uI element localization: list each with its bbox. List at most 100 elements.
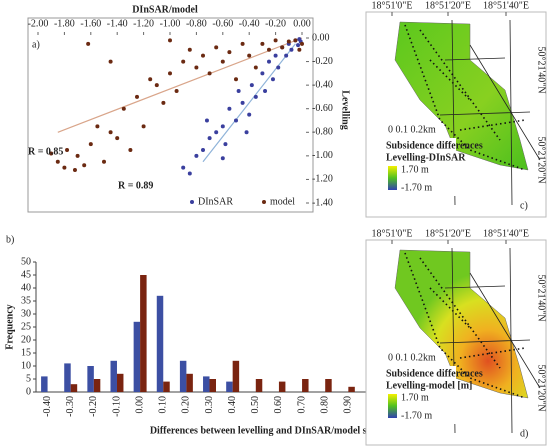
- point: [214, 45, 219, 50]
- bar: [302, 379, 309, 392]
- y-tick-label: -1.00: [312, 150, 333, 161]
- x-tick-label: -0.40: [42, 396, 53, 417]
- point: [227, 50, 232, 55]
- point: [249, 83, 254, 88]
- x-tick-label: -0.20: [88, 396, 99, 417]
- y-tick-label: 35: [21, 295, 31, 306]
- panel-label: b): [6, 234, 14, 245]
- point: [300, 41, 304, 46]
- lat-label: 50°21'20"N: [536, 136, 547, 183]
- point: [276, 65, 281, 70]
- point: [128, 147, 133, 152]
- point: [148, 77, 153, 82]
- bar: [156, 295, 164, 392]
- point: [286, 39, 291, 44]
- leveling-line: [404, 24, 526, 171]
- y-axis-label: Levelling: [340, 90, 351, 129]
- bar: [226, 381, 233, 392]
- y-tick-label: -1.20: [312, 174, 333, 185]
- bar: [116, 373, 124, 392]
- bar: [93, 379, 101, 392]
- lon-label: 18°51'0"E: [372, 228, 413, 239]
- scale-label: 0 0.1 0.2km: [388, 352, 436, 363]
- y-tick-label: -0.20: [312, 56, 333, 67]
- x-tick-label: -1.20: [133, 18, 154, 29]
- point: [289, 47, 294, 52]
- x-tick-label: 0.50: [250, 396, 261, 414]
- point: [65, 147, 70, 152]
- point: [108, 130, 113, 135]
- road: [439, 19, 541, 206]
- panel-label-box: [514, 424, 542, 442]
- x-tick-label: 0.70: [296, 396, 307, 414]
- point: [244, 130, 249, 135]
- x-tick-label: -1.40: [107, 18, 128, 29]
- point: [49, 151, 54, 156]
- point: [121, 106, 126, 111]
- x-tick-label: 0.20: [181, 396, 192, 414]
- bar: [133, 321, 141, 392]
- point: [220, 156, 225, 161]
- bar: [325, 379, 332, 392]
- bar: [64, 363, 71, 392]
- x-tick-label: -0.40: [239, 18, 260, 29]
- point: [168, 38, 172, 43]
- point: [293, 38, 298, 43]
- bar: [110, 360, 117, 392]
- point: [273, 38, 278, 43]
- annotation: R = 0.85: [28, 146, 63, 157]
- point: [194, 153, 199, 158]
- y-tick-label: 40: [21, 282, 31, 293]
- x-tick-label: -1.80: [54, 18, 75, 29]
- point: [135, 94, 139, 99]
- y-tick-label: 25: [21, 321, 31, 332]
- point: [223, 142, 228, 147]
- point: [161, 100, 166, 105]
- map-panel: 18°51'0"E 18°51'20"E 18°51'40"E 50°21'40"N 5…: [365, 0, 547, 218]
- y-tick-label: 45: [21, 269, 31, 280]
- point: [263, 89, 268, 94]
- y-tick-label: 10: [21, 360, 31, 371]
- scale-label: 0 0.1 0.2km: [388, 124, 436, 135]
- point: [115, 136, 120, 141]
- legend-label: DInSAR: [198, 196, 233, 207]
- legend-label: model: [270, 196, 295, 207]
- x-tick-label: -0.80: [186, 18, 207, 29]
- point: [174, 89, 179, 94]
- y-tick-label: 20: [21, 334, 31, 345]
- legend-min: -1.70 m: [401, 182, 432, 193]
- lat-label: 50°21'40"N: [536, 274, 547, 321]
- point: [220, 59, 225, 64]
- point: [234, 77, 238, 82]
- x-tick-label: 0.30: [204, 396, 215, 414]
- x-tick-label: -1.60: [80, 18, 101, 29]
- legend-marker: [190, 200, 194, 204]
- point: [141, 124, 146, 129]
- point: [267, 59, 271, 64]
- point: [214, 130, 219, 135]
- point: [240, 100, 245, 105]
- legend-max: 1.70 m: [401, 164, 429, 175]
- legend-marker: [262, 200, 266, 204]
- point: [236, 89, 241, 94]
- x-tick-label: 0.00: [293, 18, 311, 29]
- bar: [87, 366, 94, 392]
- bar: [348, 386, 355, 392]
- x-tick-label: 0.10: [158, 396, 169, 414]
- y-tick-label: 0: [26, 386, 31, 397]
- bar: [255, 379, 263, 392]
- y-tick-label: 5: [26, 373, 31, 384]
- bar: [179, 360, 187, 392]
- x-tick-label: 0.00: [134, 396, 145, 414]
- lon-label: 18°51'40"E: [483, 0, 529, 11]
- x-tick-label: -0.10: [111, 396, 122, 417]
- point: [267, 47, 271, 52]
- x-tick-label: -0.30: [65, 396, 76, 417]
- colorbar: [388, 394, 397, 418]
- bar: [140, 275, 147, 392]
- legend-subtitle: Levelling-model [m]: [386, 380, 472, 391]
- point: [201, 147, 205, 152]
- point: [82, 163, 87, 168]
- lat-label: 50°21'20"N: [536, 364, 547, 411]
